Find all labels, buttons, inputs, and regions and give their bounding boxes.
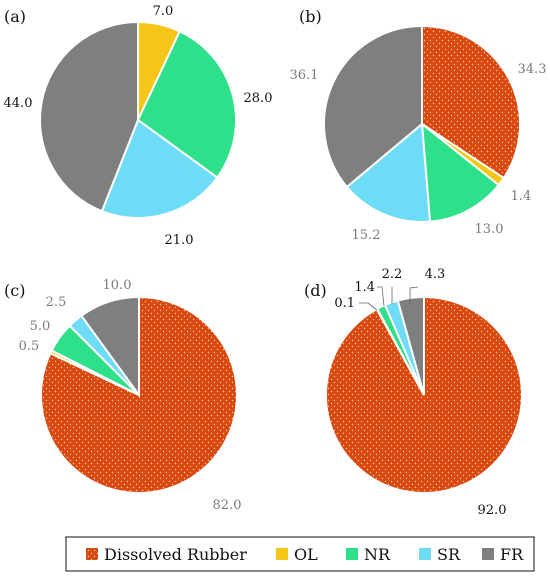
leader-line-d-fr [409, 286, 419, 304]
pie-panel-d: (d) 92.0 0.1 1.4 2.2 4.3 [304, 267, 523, 518]
legend-label-dissolved-rubber: Dissolved Rubber [104, 545, 247, 564]
legend-swatch-fr [482, 548, 494, 560]
legend-label-ol: OL [294, 545, 318, 564]
panel-label-b: (b) [299, 7, 322, 26]
legend-label-nr: NR [364, 545, 391, 564]
pie-slice-c-fr [80, 295, 140, 399]
panel-label-c: (c) [4, 281, 25, 300]
data-label-c-dissolved-rubber: 82.0 [213, 498, 242, 513]
legend-swatch-dissolved-rubber [86, 548, 98, 560]
data-label-c-nr: 5.0 [30, 319, 51, 334]
data-label-a-nr: 28.0 [244, 91, 273, 106]
data-label-b-fr: 36.1 [290, 68, 319, 83]
pie-panel-a: (a) 7.0 28.0 21.0 44.0 [4, 4, 273, 248]
data-label-b-nr: 13.0 [475, 222, 504, 237]
data-label-b-sr: 15.2 [352, 228, 381, 243]
legend-swatch-sr [419, 548, 431, 560]
data-label-d-dissolved-rubber: 92.0 [478, 503, 507, 518]
legend-box [65, 536, 535, 572]
data-label-c-sr: 2.5 [46, 295, 67, 310]
leader-line-d-ol [359, 302, 378, 311]
legend-swatch-ol [276, 548, 288, 560]
data-label-b-dissolved-rubber: 34.3 [518, 62, 547, 77]
pie-panel-b: (b) 34.3 1.4 13.0 15.2 36.1 [290, 7, 547, 243]
data-label-d-ol: 0.1 [334, 296, 355, 311]
pie-slice-a-fr [39, 20, 139, 213]
data-label-d-nr: 1.4 [354, 280, 375, 295]
legend-label-sr: SR [437, 545, 461, 564]
pie-slice-b-nr [420, 121, 501, 223]
legend-swatch-nr [346, 548, 358, 560]
data-label-d-fr: 4.3 [425, 267, 446, 282]
pie-slice-a-nr [136, 29, 237, 179]
data-label-a-ol: 7.0 [153, 4, 174, 19]
data-label-c-ol: 0.5 [19, 339, 40, 354]
pie-slice-b-fr [323, 24, 423, 189]
pie-slice-d-fr [396, 295, 425, 396]
data-label-a-fr: 44.0 [4, 96, 33, 111]
legend: Dissolved Rubber OL NR SR FR [65, 536, 535, 572]
data-label-d-sr: 2.2 [382, 267, 403, 282]
leader-line-d-nr [377, 286, 385, 307]
data-label-b-ol: 1.4 [511, 189, 532, 204]
panel-label-a: (a) [4, 7, 26, 26]
pie-slice-b-sr [345, 121, 432, 223]
pie-slice-d-dissolved-rubber [325, 295, 523, 494]
pie-slice-a-sr [100, 118, 219, 219]
data-label-a-sr: 21.0 [165, 233, 194, 248]
pie-panel-c: (c) 82.0 0.5 5.0 2.5 10.0 [4, 278, 241, 513]
panel-label-d: (d) [304, 281, 327, 300]
legend-label-fr: FR [500, 545, 524, 564]
data-label-c-fr: 10.0 [103, 278, 132, 293]
